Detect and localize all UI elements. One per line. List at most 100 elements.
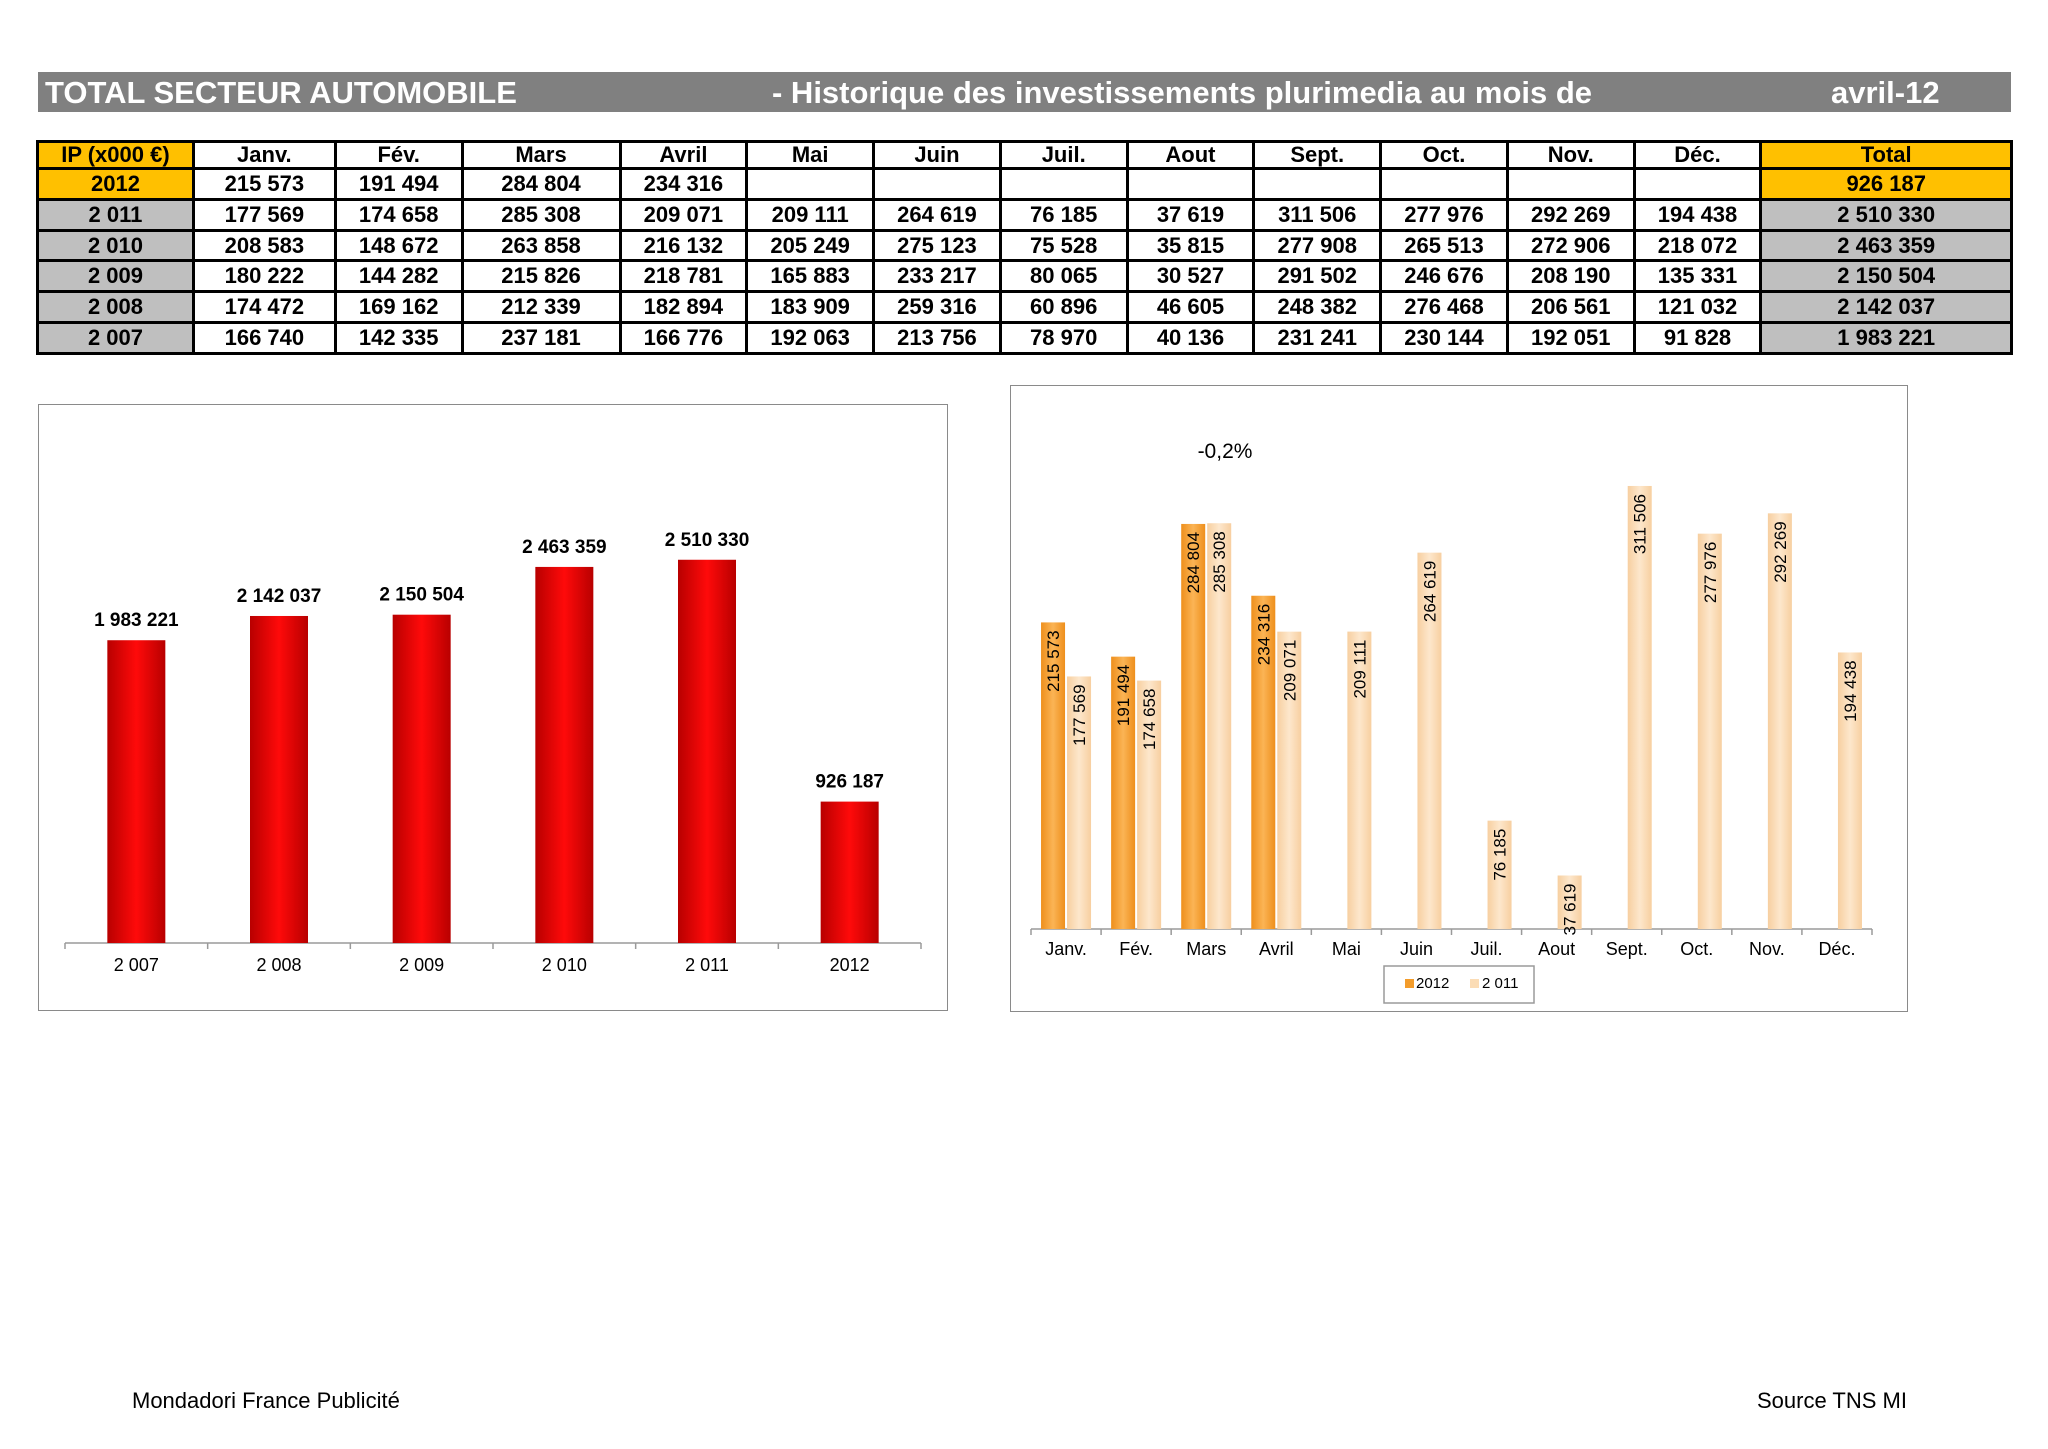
x-tick-label: 2 008 [256,955,301,975]
bar-value-label: 191 494 [1114,665,1133,726]
table-cell: 80 065 [998,259,1129,294]
table-cell: 174 658 [333,197,464,232]
table-header-cell: Juil. [998,140,1129,170]
table-cell: 148 672 [333,228,464,263]
table-cell: 37 619 [1125,197,1256,232]
x-tick-label: Juin [1400,939,1433,959]
bar-value-label: 277 976 [1701,542,1720,603]
table-cell: 135 331 [1632,259,1763,294]
table-header-cell: Oct. [1379,140,1509,170]
x-tick-label: Mars [1186,939,1226,959]
table-cell: 209 111 [745,197,876,232]
table-row: 2 011 177 569 174 658 285 308 209 071 209 111… [36,197,2013,232]
table-cell [1252,167,1383,201]
table-cell: 231 241 [1252,321,1383,355]
table-cell: 142 335 [333,321,464,355]
bar-2009 [392,614,451,943]
bar-value-label: 209 071 [1280,640,1299,701]
bar-value-label: 215 573 [1044,630,1063,691]
footer-source: Source TNS MI [1757,1388,1907,1413]
table-header-cell: Aout [1125,140,1256,170]
table-header-cell: Mars [460,140,622,170]
bar-2011-month-2 [1207,523,1232,929]
bar-2011-month-0 [1067,676,1092,929]
monthly-comparison-chart-panel: -0,2% 215 573 177 569 Janv. 191 494 174 658 Fé… [1010,385,1908,1012]
x-tick-label: Oct. [1680,939,1713,959]
footer-publisher: Mondadori France Publicité [132,1388,400,1413]
bar-2012-month-0 [1041,622,1066,929]
bar-2012-month-1 [1111,656,1136,929]
bar-2011-month-9 [1697,533,1722,929]
table-cell: 277 976 [1379,197,1509,232]
table-cell: 165 883 [745,259,876,294]
table-cell: 215 826 [460,259,622,294]
bar-value-label: 194 438 [1841,660,1860,721]
table-row: 2012 215 573 191 494 284 804 234 316 926 187 [36,167,2013,201]
x-tick-label: Fév. [1119,939,1153,959]
table-cell: 292 269 [1505,197,1636,232]
table-cell [872,167,1002,201]
table-cell: 121 032 [1632,290,1763,325]
row-total-cell: 926 187 [1759,167,2013,201]
table-cell: 285 308 [460,197,622,232]
table-cell: 174 472 [191,290,337,325]
row-total-cell: 2 150 504 [1759,259,2013,294]
bar-value-label: 76 185 [1491,829,1510,881]
bar-2011-month-7 [1557,875,1582,929]
chart-legend: 2012 2 011 [1383,965,1535,1004]
row-year-cell: 2 008 [36,290,195,325]
table-cell: 277 908 [1252,228,1383,263]
table-cell: 246 676 [1379,259,1509,294]
bar-2011-month-5 [1417,552,1442,929]
bar-value-label: 234 316 [1254,604,1273,665]
table-cell: 248 382 [1252,290,1383,325]
table-cell: 182 894 [618,290,749,325]
table-cell [745,167,876,201]
x-tick-label: Sept. [1606,939,1648,959]
table-header-cell: Nov. [1505,140,1636,170]
banner-title: TOTAL SECTEUR AUTOMOBILE [45,75,517,110]
table-header-row: IP (x000 €) Janv. Fév. Mars Avril Mai Juin Juil… [36,140,2013,170]
table-cell: 218 072 [1632,228,1763,263]
x-tick-label: 2 009 [399,955,444,975]
table-cell: 192 063 [745,321,876,355]
x-tick-label: 2 011 [685,955,729,975]
bar-2011 [678,559,736,943]
table-row: 2 009 180 222 144 282 215 826 218 781 165 883… [36,259,2013,294]
bar-value-label: 2 510 330 [665,530,750,551]
x-tick-label: 2 010 [542,955,587,975]
table-cell: 208 190 [1505,259,1636,294]
title-banner: TOTAL SECTEUR AUTOMOBILE - Historique de… [38,72,2011,112]
table-header-cell: Total [1759,140,2013,170]
table-cell: 177 569 [191,197,337,232]
table-cell: 216 132 [618,228,749,263]
row-total-cell: 2 510 330 [1759,197,2013,232]
table-cell: 272 906 [1505,228,1636,263]
table-cell: 205 249 [745,228,876,263]
table-cell: 192 051 [1505,321,1636,355]
bar-2012-month-3 [1251,595,1276,929]
table-cell [1125,167,1256,201]
table-cell: 311 506 [1252,197,1383,232]
bar-2012 [820,801,879,943]
bar-value-label: 292 269 [1771,521,1790,582]
table-cell: 35 815 [1125,228,1256,263]
bar-value-label: 37 619 [1561,883,1580,935]
x-tick-label: Nov. [1749,939,1785,959]
table-header-cell: Sept. [1252,140,1383,170]
history-table: IP (x000 €) Janv. Fév. Mars Avril Mai Juin Juil… [36,140,2013,355]
x-tick-label: Juil. [1471,939,1503,959]
bar-value-label: 209 111 [1350,640,1369,699]
x-tick-label: 2012 [830,955,870,975]
table-cell: 237 181 [460,321,622,355]
bar-value-label: 926 187 [815,772,884,793]
annual-totals-chart-panel: 1 983 221 2 007 2 142 037 2 008 2 150 504 2 0… [38,404,948,1011]
table-cell: 166 776 [618,321,749,355]
bar-value-label: 174 658 [1140,689,1159,750]
table-cell: 263 858 [460,228,622,263]
monthly-comparison-chart: -0,2% 215 573 177 569 Janv. 191 494 174 658 Fé… [1030,440,1873,1004]
table-cell: 275 123 [872,228,1002,263]
bar-value-label: 2 142 037 [237,586,322,607]
x-tick-label: 2 007 [114,955,159,975]
table-cell: 264 619 [872,197,1002,232]
